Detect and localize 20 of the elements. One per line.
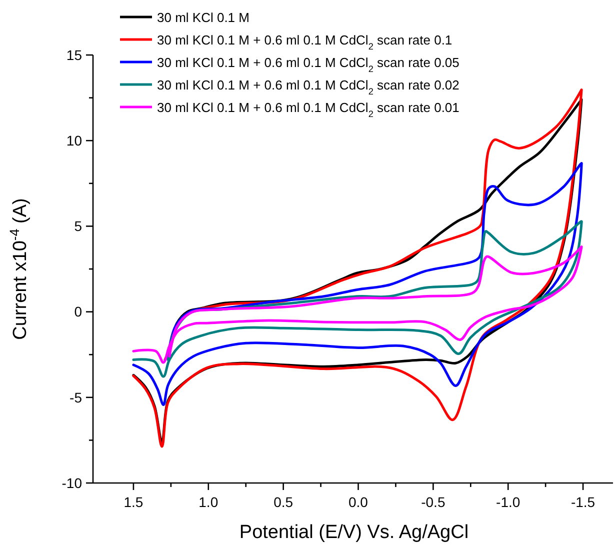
x-tick-label: 1.5 xyxy=(124,494,144,510)
legend-label: 30 ml KCl 0.1 M + 0.6 ml 0.1 M CdCl$_{2}$ scan rate 0.1 xyxy=(157,32,452,52)
x-tick-label: -1.5 xyxy=(570,494,596,510)
legend-label: 30 ml KCl 0.1 M xyxy=(157,10,250,25)
y-tick-label: 10 xyxy=(66,132,82,148)
y-tick-label: 0 xyxy=(74,304,82,320)
y-tick-label: 15 xyxy=(66,46,82,63)
y-tick-label: -5 xyxy=(70,389,82,406)
x-tick-label: -0.5 xyxy=(421,494,446,510)
x-tick-label: 0.0 xyxy=(348,494,368,510)
x-tick-label: -1.0 xyxy=(496,494,520,510)
legend-label: 30 ml KCl 0.1 M + 0.6 ml 0.1 M CdCl$_{2}$ scan rate 0.05 xyxy=(157,55,460,74)
x-axis-title: Potential (E/V) Vs. Ag/AgCl xyxy=(239,522,469,543)
y-tick-label: 5 xyxy=(74,218,82,234)
x-tick-label: 0.5 xyxy=(274,494,294,510)
legend-label: 30 ml KCl 0.1 M + 0.6 ml 0.1 M CdCl$_{2}$ scan rate 0.01 xyxy=(157,100,460,119)
y-tick-label: -10 xyxy=(62,474,82,491)
x-tick-label: 1.0 xyxy=(198,494,218,510)
legend-label: 30 ml KCl 0.1 M + 0.6 ml 0.1 M CdCl$_{2}$ scan rate 0.02 xyxy=(157,78,460,96)
line-series xyxy=(132,245,583,364)
